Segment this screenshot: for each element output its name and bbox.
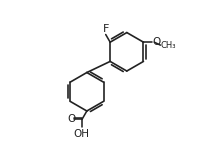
Text: F: F bbox=[103, 24, 109, 34]
Text: O: O bbox=[67, 114, 75, 124]
Text: CH₃: CH₃ bbox=[161, 41, 176, 50]
Text: OH: OH bbox=[73, 129, 89, 139]
Text: O: O bbox=[152, 37, 161, 47]
